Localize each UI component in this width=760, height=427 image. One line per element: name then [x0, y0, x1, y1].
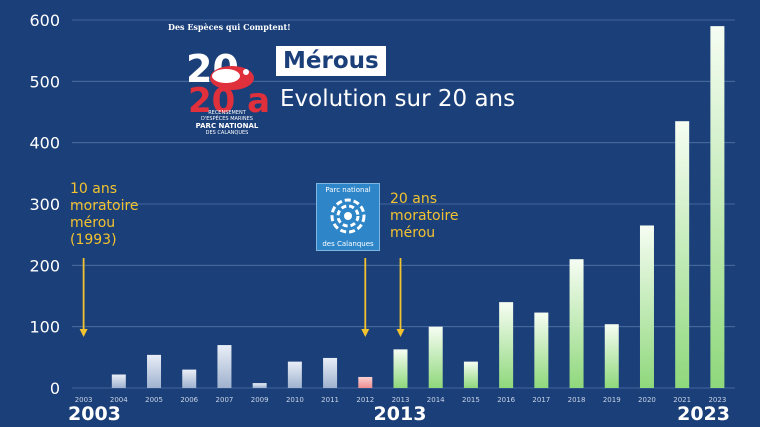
bar-2013 — [393, 349, 408, 388]
annotation-20-ans: 20 ans moratoire mérou — [390, 191, 459, 242]
bar-2009 — [252, 383, 267, 388]
x-tick-label: 2005 — [145, 396, 163, 404]
parc-logo-top: Parc national — [325, 186, 371, 194]
parc-logo-bottom: des Calanques — [322, 240, 374, 248]
bar-2012 — [358, 376, 373, 388]
anniversary-badge-icon: 20 20 ans! — [186, 47, 268, 121]
logo-line3: PARC NATIONAL — [195, 122, 259, 130]
x-tick-label: 2017 — [532, 396, 550, 404]
arrow-head — [361, 329, 370, 337]
x-tick-label: 2021 — [673, 396, 691, 404]
bar-2016 — [499, 302, 514, 388]
annotation-line: moratoire — [390, 208, 459, 224]
group-year-label: 2023 — [677, 403, 730, 425]
x-tick-label: 2018 — [568, 396, 586, 404]
annotation-10-ans: 10 ans moratoire mérou (1993) — [70, 181, 139, 249]
x-tick-label: 2015 — [462, 396, 480, 404]
x-tick-label: 2016 — [497, 396, 515, 404]
annotation-line: moratoire — [70, 198, 139, 214]
y-tick-label: 200 — [29, 256, 60, 275]
group-year-label: 2003 — [68, 403, 121, 425]
x-tick-label: 2019 — [603, 396, 621, 404]
annotation-line: 20 ans — [390, 191, 438, 207]
bar-2011 — [323, 357, 338, 388]
y-tick-label: 600 — [29, 11, 60, 30]
group-year-label: 2013 — [374, 403, 427, 425]
x-tick-label: 2011 — [321, 396, 339, 404]
parc-national-logo: Parc national des Calanques — [316, 183, 380, 251]
logo-line4: DES CALANQUES — [205, 130, 249, 136]
census-logo: Des Espèces qui Comptent! 20 20 ans! REC… — [168, 22, 291, 140]
x-tick-label: 2014 — [427, 396, 445, 404]
bar-2018 — [569, 259, 584, 388]
x-tick-label: 2009 — [251, 396, 269, 404]
bar-2004 — [111, 374, 126, 388]
bar-2006 — [182, 369, 197, 388]
bar-2015 — [463, 361, 478, 388]
y-tick-label: 0 — [50, 379, 60, 398]
x-axis-ticks: 2003 2004 2005 2006 2007 2009 2010 2011 2012 2013… — [75, 396, 727, 404]
annotation-line: (1993) — [70, 232, 117, 248]
gridlines — [72, 19, 735, 389]
bar-2023 — [710, 26, 725, 389]
x-tick-label: 2003 — [75, 396, 93, 404]
bar-2010 — [287, 361, 302, 388]
chart-subtitle: Evolution sur 20 ans — [280, 86, 516, 112]
annotation-line: 10 ans — [70, 181, 118, 197]
bar-2007 — [217, 345, 232, 388]
arrow-head — [79, 329, 88, 337]
x-tick-label: 2023 — [708, 396, 726, 404]
logo-line1: RECENSEMENT — [208, 110, 246, 116]
bar-2014 — [428, 326, 443, 388]
x-tick-label: 2012 — [356, 396, 374, 404]
logo-banner: Des Espèces qui Comptent! — [168, 22, 291, 32]
x-tick-label: 2004 — [110, 396, 128, 404]
group-year-labels: 2003 2013 2023 — [68, 403, 730, 425]
bars — [111, 26, 725, 389]
spiral-icon — [330, 198, 366, 234]
x-tick-label: 2007 — [216, 396, 234, 404]
y-axis-ticks: 0 100 200 300 400 500 600 — [29, 11, 60, 398]
bar-2021 — [675, 121, 690, 388]
bar-2017 — [534, 312, 549, 388]
chart-title: Mérous — [276, 46, 386, 76]
arrow-head — [396, 329, 405, 337]
annotation-line: mérou — [390, 225, 436, 241]
bar-2005 — [147, 354, 162, 388]
y-tick-label: 500 — [29, 72, 60, 91]
y-tick-label: 100 — [29, 318, 60, 337]
x-tick-label: 2013 — [392, 396, 410, 404]
x-tick-label: 2020 — [638, 396, 656, 404]
x-tick-label: 2010 — [286, 396, 304, 404]
bar-2019 — [604, 324, 619, 388]
annotation-line: mérou — [70, 215, 116, 231]
logo-line2: D'ESPÈCES MARINES — [201, 116, 253, 122]
x-tick-label: 2006 — [180, 396, 198, 404]
annotation-arrows — [79, 258, 405, 337]
y-tick-label: 400 — [29, 134, 60, 153]
logo-subtext: RECENSEMENT D'ESPÈCES MARINES PARC NATIO… — [176, 110, 278, 136]
y-tick-label: 300 — [29, 195, 60, 214]
bar-2020 — [639, 225, 654, 388]
